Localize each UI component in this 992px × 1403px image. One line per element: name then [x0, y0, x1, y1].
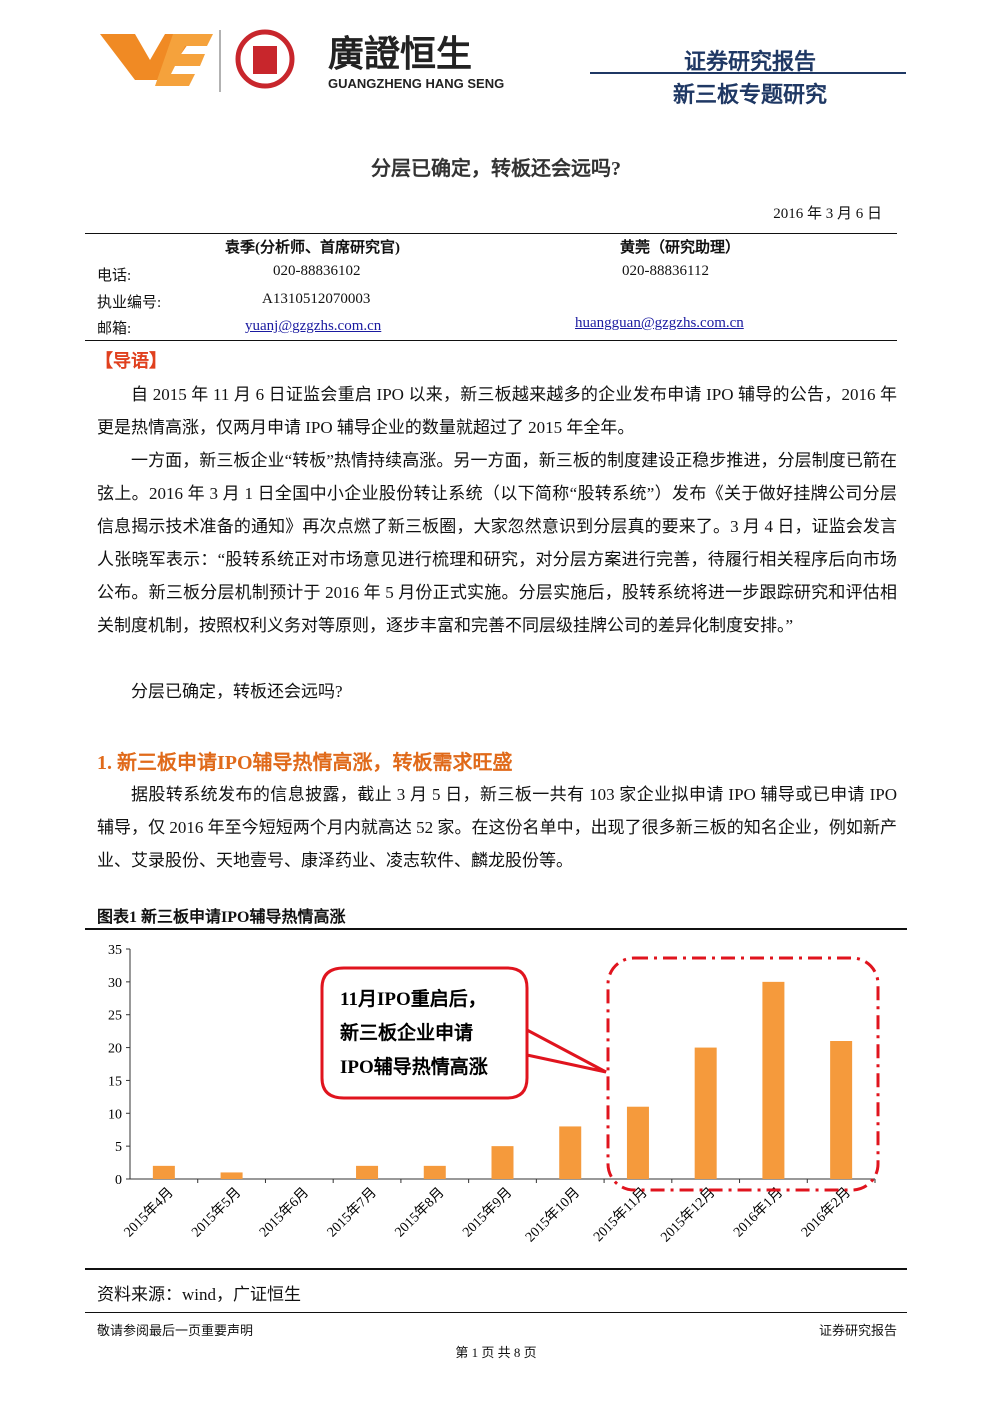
- annotation: IPO辅导热情高涨: [340, 1055, 488, 1078]
- paragraph: 据股转系统发布的信息披露，截止 3 月 5 日，新三板一共有 103 家企业拟申…: [97, 785, 897, 870]
- y-tick-label: 10: [108, 1107, 122, 1122]
- x-tick-label: 2015年12月: [658, 1185, 719, 1246]
- page-number: 第 1 页 共 8 页: [455, 1345, 537, 1360]
- x-tick-label: 2016年1月: [730, 1185, 786, 1241]
- bar: [220, 1172, 243, 1179]
- x-tick-label: 2015年4月: [121, 1185, 177, 1241]
- license: A1310512070003: [262, 291, 371, 307]
- author-name: 黄莞（研究助理）: [620, 240, 741, 256]
- footer-right: 证券研究报告: [818, 1323, 897, 1338]
- logo: 廣證恒生 GUANGZHENG HANG SENG: [100, 29, 504, 92]
- title: 分层已确定，转板还会远吗?: [371, 158, 621, 180]
- rule: [85, 340, 897, 341]
- date: 2016 年 3 月 6 日: [773, 206, 882, 222]
- annotation: 新三板企业申请: [340, 1021, 473, 1044]
- author-name: 袁季(分析师、首席研究官): [225, 240, 400, 256]
- intro-heading: 【导语】: [95, 351, 167, 371]
- bar: [694, 1047, 717, 1179]
- source: 资料来源：wind，广证恒生: [97, 1285, 301, 1304]
- y-tick-label: 0: [115, 1173, 122, 1188]
- brand-cn: 廣證恒生: [328, 33, 472, 74]
- x-tick-label: 2015年7月: [324, 1185, 380, 1241]
- phone: 020-88836102: [273, 263, 361, 279]
- bar: [152, 1165, 175, 1179]
- email[interactable]: huangguan@gzgzhs.com.cn: [575, 315, 744, 331]
- bar: [626, 1106, 649, 1179]
- header-rule: [590, 72, 906, 74]
- label: 执业编号:: [97, 295, 162, 311]
- section-heading: 1. 新三板申请IPO辅导热情高涨，转板需求旺盛: [97, 752, 513, 774]
- y-tick-label: 5: [115, 1140, 122, 1155]
- report-type: 证券研究报告: [683, 49, 816, 74]
- annotation: 11月IPO重启后，: [340, 987, 487, 1010]
- brand-en: GUANGZHENG HANG SENG: [328, 76, 504, 91]
- y-tick-label: 35: [108, 943, 122, 958]
- callout: [320, 966, 607, 1100]
- y-tick-label: 30: [108, 976, 122, 991]
- rule: [85, 1268, 907, 1270]
- y-tick-label: 15: [108, 1074, 122, 1089]
- y-tick-label: 20: [108, 1042, 122, 1057]
- bar: [356, 1165, 379, 1179]
- report-subtype: 新三板专题研究: [672, 82, 827, 107]
- highlight-box: [606, 956, 880, 1192]
- x-tick-label: 2015年11月: [590, 1185, 650, 1245]
- y-tick-label: 25: [108, 1009, 122, 1024]
- paragraph: 一方面，新三板企业“转板”热情持续高涨。另一方面，新三板的制度建设正稳步推进，分…: [97, 451, 897, 635]
- bar: [491, 1146, 514, 1179]
- x-tick-label: 2015年8月: [392, 1185, 448, 1241]
- figure-caption: 图表1 新三板申请IPO辅导热情高涨: [97, 909, 346, 926]
- email[interactable]: yuanj@gzgzhs.com.cn: [245, 318, 382, 334]
- paragraph: 自 2015 年 11 月 6 日证监会重启 IPO 以来，新三板越来越多的企业…: [97, 385, 897, 437]
- x-tick-label: 2016年2月: [798, 1185, 854, 1241]
- label: 邮箱:: [97, 321, 132, 337]
- footer-left: 敬请参阅最后一页重要声明: [97, 1323, 254, 1338]
- x-tick-label: 2015年6月: [256, 1185, 312, 1241]
- label: 电话:: [97, 268, 132, 284]
- x-tick-label: 2015年10月: [522, 1185, 583, 1246]
- x-tick-label: 2015年5月: [189, 1185, 245, 1241]
- x-tick-label: 2015年9月: [459, 1185, 515, 1241]
- phone: 020-88836112: [622, 263, 709, 279]
- rule: [85, 928, 907, 930]
- bar: [423, 1165, 446, 1179]
- bar: [762, 981, 785, 1179]
- paragraph: 分层已确定，转板还会远吗?: [131, 682, 343, 701]
- bar: [559, 1126, 582, 1179]
- rule: [85, 233, 897, 234]
- bar: [830, 1041, 853, 1179]
- rule: [85, 1312, 907, 1313]
